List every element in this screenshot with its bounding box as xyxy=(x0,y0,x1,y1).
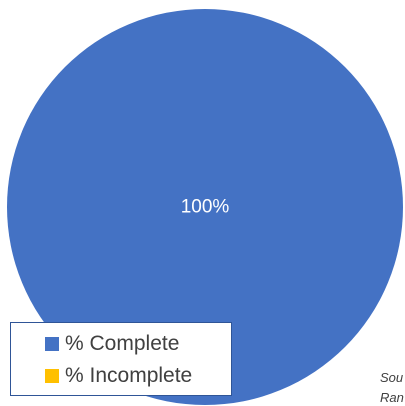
legend-label-complete: % Complete xyxy=(65,332,180,355)
source-note: Sou Ran xyxy=(380,368,405,406)
source-note-line-2: Ran xyxy=(380,390,404,405)
chart-legend: % Complete % Incomplete xyxy=(10,322,232,396)
pie-slice-complete xyxy=(7,9,403,405)
legend-item-complete: % Complete xyxy=(45,328,231,360)
source-note-line-1: Sou xyxy=(380,370,404,385)
legend-swatch-complete xyxy=(45,337,59,351)
legend-item-incomplete: % Incomplete xyxy=(45,360,231,392)
legend-swatch-incomplete xyxy=(45,369,59,383)
legend-label-incomplete: % Incomplete xyxy=(65,364,193,387)
data-label-complete: 100% xyxy=(181,197,230,218)
